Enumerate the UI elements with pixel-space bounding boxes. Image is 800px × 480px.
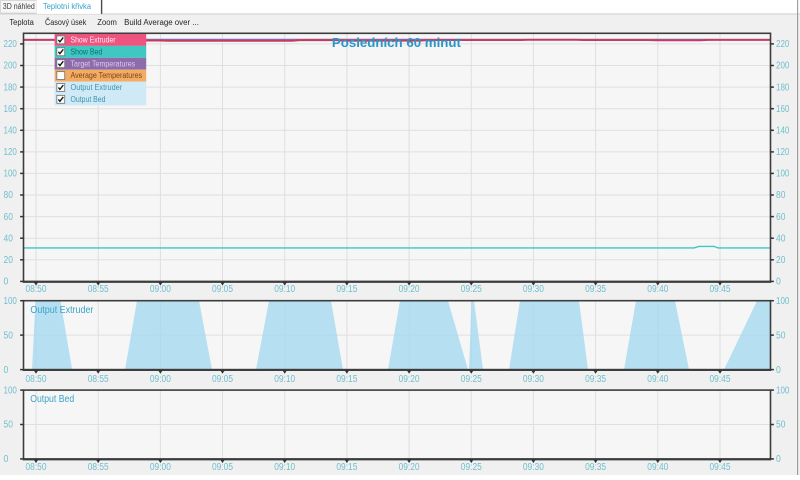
svg-text:09:25: 09:25 bbox=[461, 284, 482, 295]
svg-text:20: 20 bbox=[776, 255, 786, 266]
svg-text:09:45: 09:45 bbox=[710, 462, 731, 473]
svg-text:09:35: 09:35 bbox=[585, 374, 606, 385]
svg-text:Output Bed: Output Bed bbox=[30, 394, 74, 405]
svg-text:Show Bed: Show Bed bbox=[71, 47, 103, 56]
svg-text:Output Bed: Output Bed bbox=[71, 95, 106, 104]
svg-text:80: 80 bbox=[4, 190, 14, 201]
svg-text:180: 180 bbox=[4, 82, 18, 93]
svg-text:09:35: 09:35 bbox=[585, 284, 606, 295]
svg-text:Output Extruder: Output Extruder bbox=[71, 83, 123, 92]
svg-text:Časový úsek: Časový úsek bbox=[45, 18, 87, 27]
svg-text:Teplota: Teplota bbox=[9, 18, 34, 27]
svg-text:09:00: 09:00 bbox=[150, 374, 171, 385]
svg-text:09:20: 09:20 bbox=[399, 284, 420, 295]
svg-text:50: 50 bbox=[776, 330, 786, 341]
svg-text:0: 0 bbox=[4, 365, 9, 376]
svg-text:0: 0 bbox=[776, 277, 781, 288]
svg-text:09:10: 09:10 bbox=[274, 284, 295, 295]
svg-text:09:20: 09:20 bbox=[399, 462, 420, 473]
svg-text:09:40: 09:40 bbox=[647, 284, 668, 295]
svg-text:09:30: 09:30 bbox=[523, 284, 544, 295]
svg-text:200: 200 bbox=[4, 61, 18, 72]
svg-text:Show Extruder: Show Extruder bbox=[71, 36, 116, 45]
svg-text:Build Average over ...: Build Average over ... bbox=[124, 18, 199, 27]
svg-text:09:25: 09:25 bbox=[461, 462, 482, 473]
svg-text:09:45: 09:45 bbox=[710, 284, 731, 295]
svg-text:80: 80 bbox=[776, 190, 786, 201]
svg-text:09:15: 09:15 bbox=[336, 284, 357, 295]
svg-text:40: 40 bbox=[4, 233, 14, 244]
svg-text:09:00: 09:00 bbox=[150, 462, 171, 473]
svg-text:50: 50 bbox=[4, 330, 14, 341]
svg-text:09:10: 09:10 bbox=[274, 374, 295, 385]
svg-text:09:10: 09:10 bbox=[274, 462, 295, 473]
svg-text:09:00: 09:00 bbox=[150, 284, 171, 295]
svg-text:08:50: 08:50 bbox=[26, 284, 47, 295]
svg-text:220: 220 bbox=[776, 39, 790, 50]
svg-text:Posledních 60 minut: Posledních 60 minut bbox=[332, 35, 462, 50]
svg-text:09:35: 09:35 bbox=[585, 462, 606, 473]
svg-text:140: 140 bbox=[776, 126, 790, 137]
svg-text:09:30: 09:30 bbox=[523, 374, 544, 385]
svg-text:09:25: 09:25 bbox=[461, 374, 482, 385]
svg-text:Target Temperatures: Target Temperatures bbox=[71, 59, 136, 68]
svg-text:09:40: 09:40 bbox=[647, 374, 668, 385]
svg-text:08:50: 08:50 bbox=[26, 374, 47, 385]
svg-text:0: 0 bbox=[776, 454, 781, 465]
svg-text:120: 120 bbox=[4, 147, 18, 158]
svg-text:Output Extruder: Output Extruder bbox=[30, 305, 94, 316]
svg-text:3D náhled: 3D náhled bbox=[3, 2, 35, 11]
svg-text:09:15: 09:15 bbox=[336, 462, 357, 473]
svg-text:180: 180 bbox=[776, 82, 790, 93]
svg-text:09:05: 09:05 bbox=[212, 284, 233, 295]
svg-text:100: 100 bbox=[776, 169, 790, 180]
svg-text:100: 100 bbox=[4, 296, 18, 307]
svg-text:60: 60 bbox=[776, 212, 786, 223]
svg-text:09:20: 09:20 bbox=[399, 374, 420, 385]
svg-text:09:15: 09:15 bbox=[336, 374, 357, 385]
svg-text:09:05: 09:05 bbox=[212, 374, 233, 385]
svg-text:20: 20 bbox=[4, 255, 14, 266]
svg-text:08:55: 08:55 bbox=[88, 462, 109, 473]
svg-text:08:50: 08:50 bbox=[26, 462, 47, 473]
svg-text:120: 120 bbox=[776, 147, 790, 158]
svg-text:220: 220 bbox=[4, 39, 18, 50]
svg-text:100: 100 bbox=[776, 385, 790, 396]
svg-text:50: 50 bbox=[776, 420, 786, 431]
svg-text:200: 200 bbox=[776, 61, 790, 72]
svg-text:50: 50 bbox=[4, 420, 14, 431]
svg-text:100: 100 bbox=[4, 385, 18, 396]
svg-text:0: 0 bbox=[776, 365, 781, 376]
svg-text:09:30: 09:30 bbox=[523, 462, 544, 473]
svg-text:40: 40 bbox=[776, 233, 786, 244]
svg-text:Teplotní křivka: Teplotní křivka bbox=[43, 2, 92, 11]
svg-text:0: 0 bbox=[4, 277, 9, 288]
svg-text:100: 100 bbox=[4, 169, 18, 180]
svg-text:08:55: 08:55 bbox=[88, 374, 109, 385]
svg-text:09:40: 09:40 bbox=[647, 462, 668, 473]
svg-text:100: 100 bbox=[776, 296, 790, 307]
svg-text:0: 0 bbox=[4, 454, 9, 465]
svg-text:09:45: 09:45 bbox=[710, 374, 731, 385]
svg-text:60: 60 bbox=[4, 212, 14, 223]
svg-text:140: 140 bbox=[4, 126, 18, 137]
svg-text:09:05: 09:05 bbox=[212, 462, 233, 473]
svg-text:160: 160 bbox=[4, 104, 18, 115]
svg-text:160: 160 bbox=[776, 104, 790, 115]
svg-text:Zoom: Zoom bbox=[97, 18, 117, 27]
svg-text:Average Temperatures: Average Temperatures bbox=[71, 71, 143, 80]
svg-text:08:55: 08:55 bbox=[88, 284, 109, 295]
